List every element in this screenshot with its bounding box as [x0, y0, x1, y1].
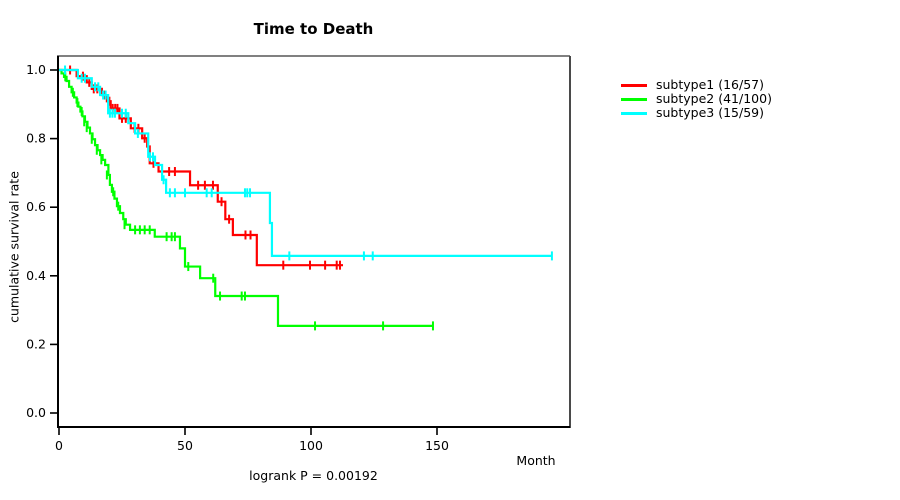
x-tick-label: 0 [55, 438, 63, 453]
x-tick-label: 100 [299, 438, 323, 453]
y-tick-label: 0.2 [26, 336, 46, 351]
legend-label-subtype2: subtype2 (41/100) [656, 91, 772, 106]
x-tick-label: 150 [425, 438, 449, 453]
legend-swatch-2 [621, 97, 647, 101]
x-axis-label: Month [516, 453, 556, 468]
curves-group [59, 65, 553, 331]
legend-row-subtype1: subtype1 (16/57) [621, 78, 772, 92]
legend-label-subtype1: subtype1 (16/57) [656, 77, 764, 92]
survival-curve-subtype2 [59, 68, 433, 327]
legend-row-subtype3: subtype3 (15/59) [621, 106, 772, 120]
axes-group: 0 50 100 150 0.0 0.2 0.4 0.6 0.8 1.0 [26, 62, 449, 453]
chart-title: Time to Death [253, 20, 374, 38]
survival-curve-subtype1 [59, 68, 344, 267]
y-tick-label: 0.0 [26, 405, 46, 420]
legend-label-subtype3: subtype3 (15/59) [656, 105, 764, 120]
y-tick-label: 1.0 [26, 62, 46, 77]
y-tick-label: 0.8 [26, 131, 46, 146]
legend: subtype1 (16/57) subtype2 (41/100) subty… [621, 78, 772, 120]
legend-swatch-1 [621, 83, 647, 87]
plot-frame-group [57, 55, 571, 428]
survival-curve-subtype3 [59, 68, 552, 258]
y-tick-label: 0.4 [26, 268, 46, 283]
legend-row-subtype2: subtype2 (41/100) [621, 92, 772, 106]
legend-swatch-3 [621, 111, 647, 115]
y-tick-label: 0.6 [26, 199, 46, 214]
logrank-annotation: logrank P = 0.00192 [249, 468, 378, 483]
x-tick-label: 50 [177, 438, 193, 453]
